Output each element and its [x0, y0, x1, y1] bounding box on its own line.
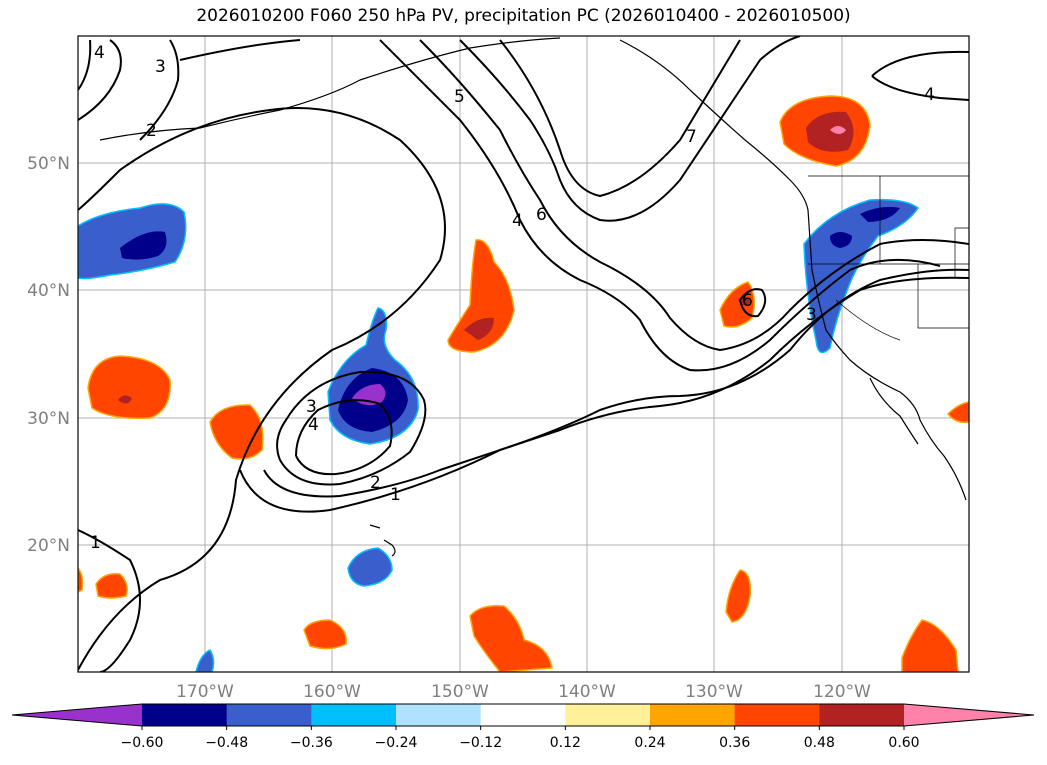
colorbar-segment	[565, 704, 651, 726]
neg-blob-coast-core	[830, 232, 852, 248]
pv-contour-6	[419, 39, 969, 352]
coastlines	[99, 37, 967, 557]
lon-label: 160°W	[303, 682, 361, 702]
pos-blob-mid	[447, 239, 515, 353]
pos-blob-west	[87, 355, 171, 420]
border-state-4	[954, 227, 969, 279]
pv-contour-nw	[78, 39, 180, 141]
border-state-3	[835, 299, 901, 341]
pos-blob-north-core	[806, 111, 854, 152]
colorbar-tick-label: 0.24	[634, 735, 665, 751]
coast-hawaii	[369, 524, 396, 557]
colorbar-segment	[311, 704, 397, 726]
map-frame	[77, 35, 970, 673]
pos-blob-east	[946, 401, 969, 424]
colorbar-segment	[396, 704, 482, 726]
pv-contour-label: 4	[308, 415, 319, 435]
coast-baja	[869, 377, 919, 445]
coast-alaska-panhandle	[619, 39, 809, 211]
neg-blob-west-core	[120, 231, 167, 260]
precip-positive	[78, 95, 969, 672]
pv-contour-label: 3	[155, 57, 166, 77]
colorbar-tick-label: 0.60	[888, 735, 919, 751]
pos-blob-south1	[303, 619, 347, 650]
pv-contour-7	[459, 36, 801, 222]
pv-contour-label: 1	[390, 485, 401, 505]
lon-label: 130°W	[685, 682, 743, 702]
pv-contour-label: 2	[370, 473, 381, 493]
pos-blob-sw	[95, 572, 128, 599]
colorbar-tick-label: 0.12	[550, 735, 581, 751]
pos-blob-north-max	[830, 126, 846, 134]
border-state-2	[879, 176, 969, 329]
pv-contour-label-group: 1 2 3 4 5 6 7 4 4 6 3 3 2 4 1	[90, 43, 935, 553]
pv-contour-label: 3	[806, 305, 817, 325]
colorbar-tick-label: −0.60	[121, 735, 164, 751]
pos-blob-south2	[469, 604, 553, 672]
pv-contour-label: 6	[536, 205, 547, 225]
pv-contour-label: 5	[454, 87, 465, 107]
colorbar-tick-label: −0.12	[459, 735, 502, 751]
pv-contour-4	[295, 399, 393, 476]
pos-blob-mid-core	[464, 317, 494, 340]
pv-contours	[78, 36, 969, 672]
lon-label: 120°W	[813, 682, 871, 702]
pv-contour-sw	[78, 529, 141, 672]
lon-label: 140°W	[558, 682, 616, 702]
lon-label: 150°W	[431, 682, 489, 702]
pos-blob-west-core	[118, 395, 132, 404]
neg-blob-hawaii	[347, 547, 393, 587]
colorbar-segment	[819, 704, 905, 726]
precip-negative	[78, 198, 920, 672]
lon-label: 170°W	[176, 682, 234, 702]
colorbar-segment	[734, 704, 820, 726]
pv-contour-label: 2	[146, 121, 157, 141]
pv-contour-label: 6	[742, 291, 753, 311]
lat-label: 20°N	[27, 536, 70, 556]
colorbar-tick-label: −0.48	[205, 735, 248, 751]
colorbar-tick-label: 0.48	[804, 735, 835, 751]
colorbar-tick-label: 0.36	[719, 735, 750, 751]
lat-label: 50°N	[27, 154, 70, 174]
pos-blob-south3	[725, 569, 752, 623]
colorbar-tick-label: −0.36	[290, 735, 333, 751]
pv-contour-2	[263, 276, 969, 498]
colorbar-extend-max	[904, 704, 1034, 726]
pos-blob-southeast	[901, 619, 959, 672]
political-borders	[808, 175, 969, 341]
pv-contour-label: 1	[90, 533, 101, 553]
pos-blob-sw-edge	[78, 566, 84, 593]
neg-blob-south	[195, 649, 215, 672]
pv-contour-3	[276, 370, 427, 486]
colorbar: −0.60 −0.48 −0.36 −0.24 −0.12 0.12 0.24 0.36 0.4…	[11, 703, 1035, 751]
colorbar-extend-min	[12, 704, 142, 726]
colorbar-segment	[480, 704, 566, 726]
pv-contour-label: 3	[306, 397, 317, 417]
pv-contour-ne	[871, 50, 969, 101]
colorbar-segment	[142, 704, 228, 726]
coast-alaska	[99, 37, 561, 141]
pv-contour-label: 4	[512, 211, 523, 231]
coast-north-america	[807, 209, 967, 501]
map-title: 2026010200 F060 250 hPa PV, precipitatio…	[196, 6, 851, 26]
pv-contour-5	[179, 39, 941, 372]
pv-contour-8	[499, 39, 741, 198]
colorbar-segment	[226, 704, 312, 726]
lat-label: 30°N	[27, 409, 70, 429]
pv-contour-label: 7	[686, 127, 697, 147]
colorbar-tick-label: −0.24	[375, 735, 418, 751]
pv-contour-label: 4	[924, 85, 935, 105]
colorbar-segment	[650, 704, 736, 726]
pv-contour-label: 4	[94, 43, 105, 63]
pv-contour-small	[739, 288, 767, 318]
lat-label: 40°N	[27, 281, 70, 301]
pv-contour-1	[78, 107, 446, 671]
